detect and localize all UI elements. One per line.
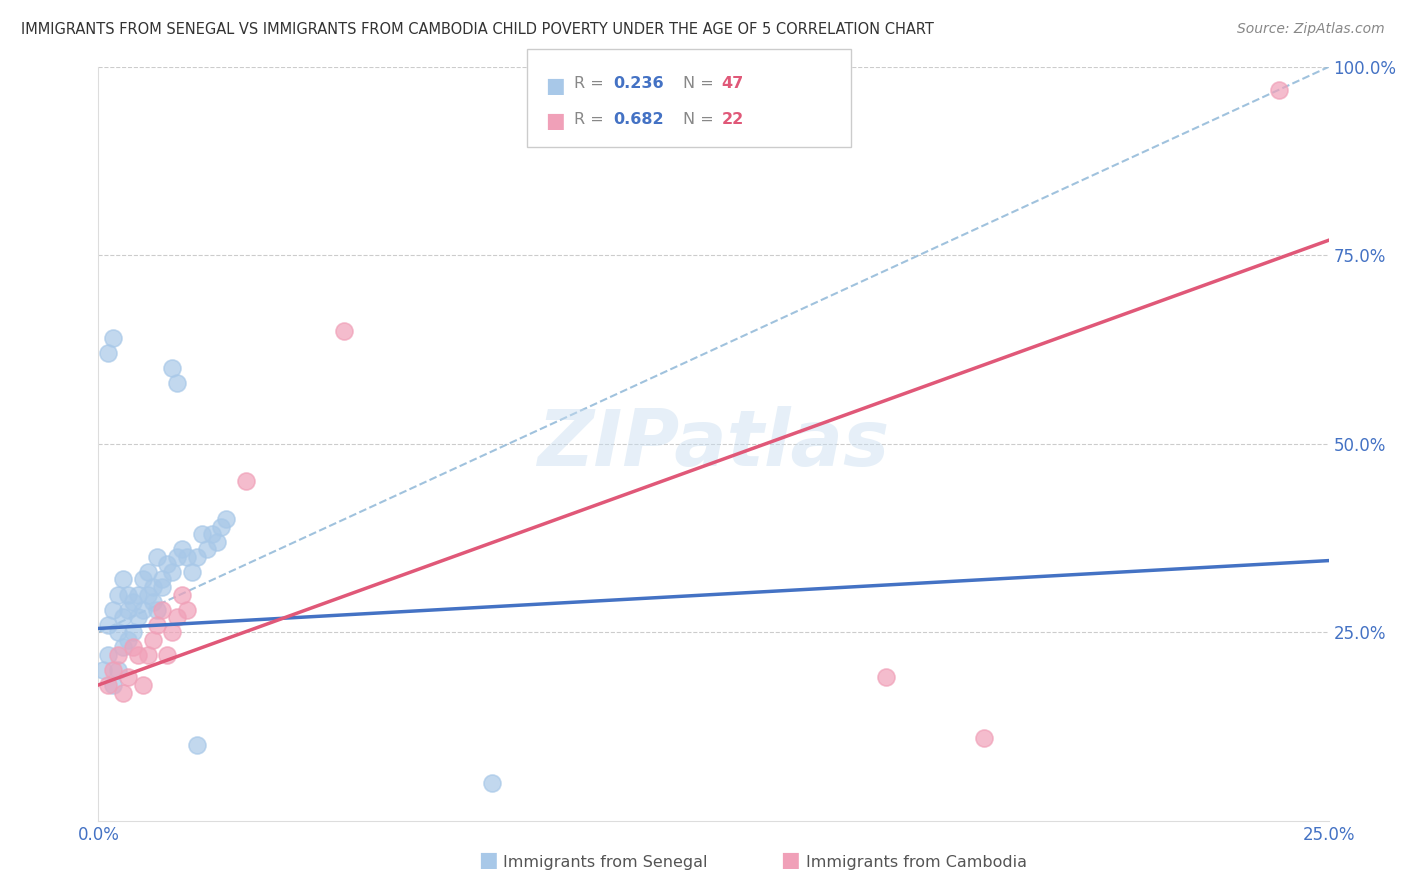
Point	[122, 595, 145, 609]
Text: IMMIGRANTS FROM SENEGAL VS IMMIGRANTS FROM CAMBODIA CHILD POVERTY UNDER THE AGE : IMMIGRANTS FROM SENEGAL VS IMMIGRANTS FR…	[21, 22, 934, 37]
Text: ■: ■	[780, 850, 800, 870]
Point	[195, 542, 218, 557]
Text: N =: N =	[683, 76, 720, 91]
Point	[176, 602, 198, 616]
Point	[875, 670, 897, 684]
Text: 0.236: 0.236	[613, 76, 664, 91]
Point	[162, 625, 183, 640]
Point	[215, 512, 238, 526]
Text: ■: ■	[546, 76, 565, 95]
Point	[136, 588, 159, 602]
Text: R =: R =	[574, 112, 609, 127]
Point	[166, 376, 188, 391]
Point	[132, 573, 155, 587]
Point	[103, 678, 125, 692]
Point	[211, 519, 233, 533]
Point	[156, 648, 179, 662]
Point	[166, 549, 188, 564]
Point	[180, 565, 204, 579]
Text: Immigrants from Cambodia: Immigrants from Cambodia	[806, 855, 1026, 870]
Point	[127, 610, 149, 624]
Point	[93, 663, 115, 677]
Point	[97, 648, 120, 662]
Point	[481, 776, 503, 790]
Point	[176, 549, 198, 564]
Point	[136, 648, 159, 662]
Point	[205, 534, 228, 549]
Point	[122, 640, 145, 655]
Point	[156, 558, 179, 572]
Point	[127, 648, 149, 662]
Point	[162, 565, 183, 579]
Point	[112, 640, 135, 655]
Point	[132, 602, 155, 616]
Point	[107, 588, 129, 602]
Text: ■: ■	[546, 112, 565, 131]
Text: ■: ■	[478, 850, 498, 870]
Point	[186, 549, 208, 564]
Point	[127, 588, 149, 602]
Text: N =: N =	[683, 112, 720, 127]
Point	[235, 475, 257, 489]
Point	[117, 632, 139, 647]
Text: 22: 22	[721, 112, 744, 127]
Point	[186, 739, 208, 753]
Text: Immigrants from Senegal: Immigrants from Senegal	[503, 855, 707, 870]
Point	[162, 361, 183, 376]
Text: R =: R =	[574, 76, 609, 91]
Point	[152, 573, 174, 587]
Point	[117, 588, 139, 602]
Point	[122, 625, 145, 640]
Point	[132, 678, 155, 692]
Point	[146, 602, 169, 616]
Text: 0.682: 0.682	[613, 112, 664, 127]
Point	[97, 678, 120, 692]
Point	[103, 602, 125, 616]
Point	[152, 580, 174, 594]
Point	[141, 632, 165, 647]
Point	[112, 573, 135, 587]
Point	[172, 542, 194, 557]
Point	[146, 617, 169, 632]
Point	[117, 670, 139, 684]
Point	[201, 527, 224, 541]
Point	[191, 527, 214, 541]
Point	[97, 617, 120, 632]
Point	[103, 663, 125, 677]
Point	[146, 549, 169, 564]
Point	[172, 588, 194, 602]
Point	[333, 324, 356, 338]
Text: ZIPatlas: ZIPatlas	[537, 406, 890, 482]
Point	[141, 595, 165, 609]
Text: Source: ZipAtlas.com: Source: ZipAtlas.com	[1237, 22, 1385, 37]
Point	[136, 565, 159, 579]
Point	[117, 602, 139, 616]
Point	[1268, 82, 1291, 96]
Point	[107, 663, 129, 677]
Point	[112, 685, 135, 699]
Point	[107, 648, 129, 662]
Point	[112, 610, 135, 624]
Point	[973, 731, 995, 745]
Text: 47: 47	[721, 76, 744, 91]
Point	[152, 602, 174, 616]
Point	[141, 580, 165, 594]
Point	[97, 346, 120, 360]
Point	[107, 625, 129, 640]
Point	[166, 610, 188, 624]
Point	[103, 331, 125, 345]
